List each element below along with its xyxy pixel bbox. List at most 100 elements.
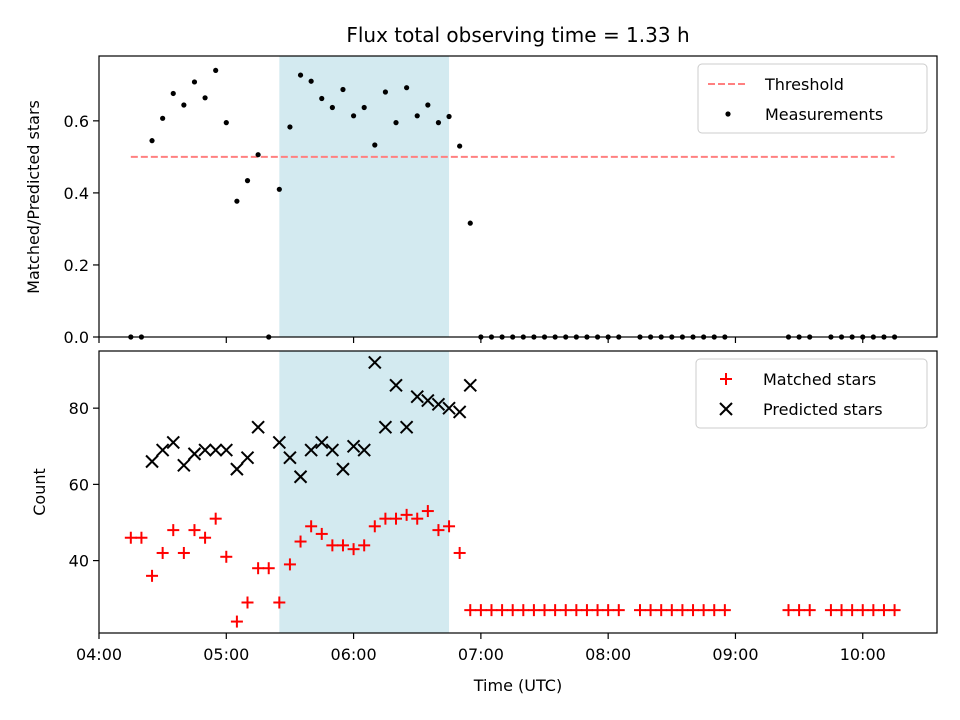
matched-star-point bbox=[697, 604, 710, 617]
predicted-star-point bbox=[208, 443, 223, 457]
top-y-ticks: 0.0 0.2 0.4 0.6 bbox=[64, 112, 99, 347]
measurement-point bbox=[350, 113, 357, 119]
legend-predicted-label: Predicted stars bbox=[763, 400, 883, 419]
matched-star-point bbox=[453, 546, 466, 559]
legend-measurements-swatch bbox=[725, 111, 731, 117]
bottom-x-ticks: 04:00 05:00 06:00 07:00 08:00 09:00 10:00 bbox=[76, 633, 886, 664]
matched-star-point bbox=[888, 604, 901, 617]
measurement-point bbox=[244, 178, 251, 184]
x-tick-label: 07:00 bbox=[458, 645, 504, 664]
x-tick-label: 10:00 bbox=[840, 645, 886, 664]
matched-star-point bbox=[241, 596, 254, 609]
bottom-legend-box bbox=[695, 358, 928, 429]
matched-star-point bbox=[496, 604, 509, 617]
top-panel: Flux total observing time = 1.33 h 0.00.… bbox=[24, 23, 938, 347]
predicted-star-point bbox=[230, 462, 244, 476]
y-tick-label: 0.2 bbox=[64, 256, 89, 275]
matched-star-point bbox=[633, 604, 646, 617]
x-tick-label: 05:00 bbox=[203, 645, 249, 664]
top-plot-frame bbox=[98, 55, 938, 338]
measurement-point bbox=[382, 89, 389, 95]
predicted-star-point bbox=[410, 390, 424, 404]
predicted-star-point bbox=[304, 443, 318, 457]
measurement-point bbox=[393, 120, 399, 126]
measurement-point bbox=[234, 198, 240, 204]
matched-star-point bbox=[390, 512, 403, 525]
matched-star-point bbox=[283, 558, 296, 571]
matched-star-point bbox=[485, 604, 498, 617]
matched-star-point bbox=[602, 604, 615, 617]
measurement-point bbox=[446, 113, 452, 120]
matched-star-point bbox=[474, 604, 487, 617]
predicted-star-point bbox=[389, 378, 403, 393]
predicted-star-point bbox=[378, 420, 393, 434]
matched-star-point bbox=[124, 531, 137, 544]
measurement-point bbox=[170, 90, 176, 97]
measurement-point bbox=[435, 120, 442, 126]
x-tick-label: 06:00 bbox=[331, 645, 377, 664]
x-tick-label: 08:00 bbox=[585, 645, 631, 664]
highlight-span bbox=[279, 351, 450, 633]
legend-matched-label: Matched stars bbox=[763, 370, 876, 389]
predicted-star-markers bbox=[145, 355, 477, 484]
matched-star-point bbox=[305, 520, 318, 533]
matched-star-point bbox=[559, 604, 572, 617]
matched-star-point bbox=[368, 520, 381, 533]
measurement-point bbox=[191, 79, 198, 85]
measurement-point bbox=[255, 152, 261, 158]
bottom-panel: 40 60 80 04:00 05:00 06:00 07:00 08:00 09:00 10:… bbox=[30, 350, 938, 695]
matched-star-point bbox=[167, 524, 180, 537]
predicted-star-point bbox=[346, 439, 361, 453]
top-legend-box bbox=[697, 63, 928, 134]
y-tick-label: 0.4 bbox=[64, 184, 89, 203]
predicted-star-point bbox=[442, 401, 456, 415]
x-tick-label: 04:00 bbox=[76, 645, 122, 664]
matched-star-point bbox=[718, 604, 731, 617]
y-tick-label: 80 bbox=[69, 399, 89, 418]
bottom-y-ticks: 40 60 80 bbox=[69, 399, 99, 571]
measurement-point bbox=[297, 72, 304, 78]
measurement-point bbox=[372, 142, 378, 148]
predicted-star-point bbox=[155, 443, 170, 457]
matched-star-point bbox=[517, 604, 530, 617]
matched-star-point bbox=[177, 546, 190, 559]
matched-star-point bbox=[644, 604, 657, 617]
matched-star-point bbox=[326, 539, 339, 552]
matched-star-point bbox=[591, 604, 604, 617]
matched-star-point bbox=[432, 524, 445, 537]
measurement-point bbox=[404, 85, 410, 91]
bottom-plot-frame bbox=[98, 350, 938, 634]
bottom-y-axis-label: Count bbox=[30, 468, 49, 516]
predicted-star-point bbox=[463, 378, 477, 393]
matched-star-point bbox=[846, 604, 859, 617]
top-y-axis-label: Matched/Predicted stars bbox=[24, 100, 43, 294]
measurement-point bbox=[425, 102, 431, 108]
matched-star-point bbox=[570, 604, 583, 617]
measurement-point bbox=[329, 104, 335, 111]
bottom-legend: Matched stars Predicted stars bbox=[695, 358, 928, 429]
x-axis-label: Time (UTC) bbox=[473, 676, 562, 695]
legend-measurements-label: Measurements bbox=[765, 105, 883, 124]
matched-star-point bbox=[612, 604, 625, 617]
highlight-span-rect bbox=[279, 56, 450, 337]
measurement-point bbox=[213, 67, 219, 74]
predicted-star-point bbox=[251, 420, 265, 434]
legend-threshold-label: Threshold bbox=[764, 75, 844, 94]
predicted-star-point bbox=[315, 435, 329, 450]
chart-title: Flux total observing time = 1.33 h bbox=[346, 23, 689, 47]
matched-star-point bbox=[835, 604, 848, 617]
matched-star-point bbox=[527, 604, 540, 617]
measurement-point bbox=[361, 104, 367, 111]
matched-star-point bbox=[464, 604, 477, 617]
predicted-star-point bbox=[240, 450, 255, 465]
matched-star-point bbox=[188, 524, 201, 537]
top-x-ticks bbox=[98, 337, 864, 343]
matched-star-point bbox=[803, 604, 816, 617]
matched-star-point bbox=[252, 562, 265, 575]
matched-star-point bbox=[421, 505, 434, 518]
measurement-point bbox=[414, 113, 420, 119]
measurement-point bbox=[340, 86, 346, 93]
predicted-star-point bbox=[325, 443, 340, 457]
measurement-point bbox=[308, 78, 314, 84]
matched-star-point bbox=[347, 543, 360, 556]
